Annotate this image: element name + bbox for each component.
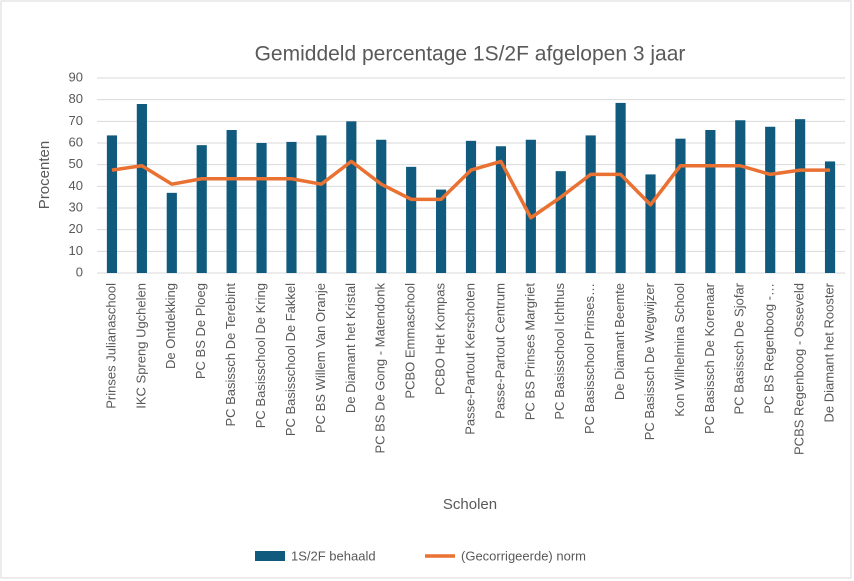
x-tick-label: Passe-Partout Kerschoten [462, 283, 477, 435]
bar [615, 102, 626, 274]
y-tick-label: 50 [69, 156, 83, 171]
y-tick-label: 60 [69, 134, 83, 149]
x-tick-label: PC Basissch De Wegwijzer [642, 282, 657, 440]
x-tick-label: PC BS Regenboog -… [762, 283, 777, 414]
legend-label: 1S/2F behaald [291, 548, 376, 563]
bar [196, 145, 207, 273]
y-tick-label: 70 [69, 113, 83, 128]
bar [495, 146, 507, 273]
x-tick-label: De Diamant het Kristal [343, 283, 358, 413]
y-tick-label: 80 [69, 91, 83, 106]
bar [286, 141, 297, 273]
bar [555, 171, 566, 273]
y-tick-label: 20 [69, 221, 83, 236]
x-tick-label: Passe-Partout Centrum [492, 283, 507, 419]
y-tick-label: 10 [69, 243, 83, 258]
bar [166, 192, 177, 273]
x-tick-label: De Ontdekking [163, 283, 178, 369]
bar [256, 143, 267, 273]
bar [585, 135, 596, 273]
bar [136, 104, 147, 273]
bar [735, 120, 746, 273]
chart-title: Gemiddeld percentage 1S/2F afgelopen 3 j… [255, 43, 686, 66]
bar [226, 130, 237, 273]
bar [316, 135, 327, 273]
x-tick-label: PC BS De Ploeg [193, 283, 208, 379]
x-tick-label: Kon Wilhelmina School [672, 283, 687, 417]
legend-swatch [255, 551, 285, 561]
bar [106, 135, 118, 273]
x-tick-label: PC Basisschool Ichthus [552, 283, 567, 420]
x-tick-label: PC BS Prinses Margriet [522, 283, 537, 421]
bar [406, 166, 417, 273]
bar [346, 121, 357, 273]
bar [645, 174, 656, 273]
x-tick-label: PCBO Emmaschool [403, 283, 418, 399]
y-axis-title: Procenten [36, 141, 53, 209]
bar [435, 189, 447, 273]
bar [465, 140, 477, 273]
bar [376, 139, 387, 273]
bar [675, 138, 686, 273]
x-tick-label: Prinses Julianaschool [103, 283, 118, 409]
bar [525, 139, 536, 273]
x-tick-label: PCBO Het Kompas [433, 283, 448, 395]
x-tick-label: De Diamant het Rooster [821, 282, 836, 422]
bar [824, 161, 836, 273]
bar [795, 119, 806, 274]
x-tick-label: De Diamant Beemte [612, 283, 627, 400]
x-tick-label: PC Basissch De Korenaar [702, 282, 717, 434]
x-axis-title: Scholen [443, 496, 497, 513]
x-tick-label: PC BS Willem Van Oranje [313, 283, 328, 433]
x-tick-label: PC Basissch De Terebint [223, 283, 238, 427]
x-tick-label: IKC Spreng Ugchelen [133, 283, 148, 409]
legend-label: (Gecorrigeerde) norm [461, 548, 586, 563]
x-tick-label: PCBS Regenboog - Osseveld [792, 283, 807, 455]
x-tick-label: PC Basisschool De Kring [253, 283, 268, 428]
y-tick-label: 90 [69, 69, 83, 84]
y-tick-label: 40 [69, 178, 83, 193]
bar [765, 126, 776, 273]
x-tick-label: PC BS De Gong - Matendonk [373, 283, 388, 454]
bar [705, 130, 716, 273]
y-tick-label: 0 [76, 264, 83, 279]
x-tick-label: PC Basisschool De Fakkel [283, 283, 298, 436]
x-tick-label: PC Basissch De Sjofar [732, 282, 747, 414]
x-tick-label: PC Basisschool Prinses… [582, 283, 597, 434]
y-tick-label: 30 [69, 199, 83, 214]
line [111, 159, 831, 220]
